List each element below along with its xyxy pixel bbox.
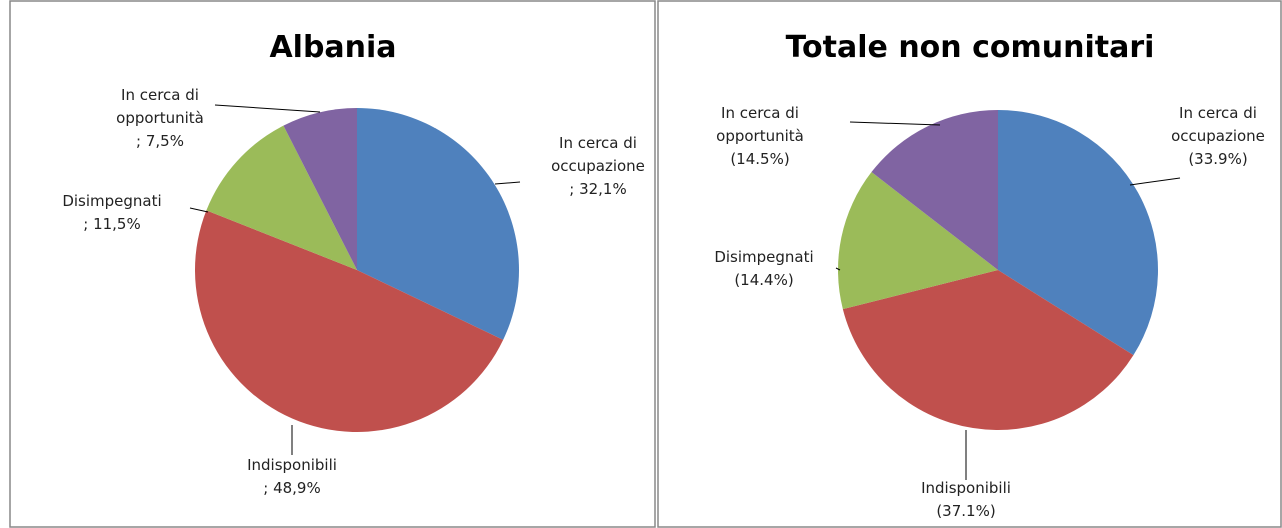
leader-line [189, 207, 209, 213]
slice-value-label: (37.1%) [936, 502, 995, 520]
slice-category-label: Indisponibili [247, 456, 337, 474]
leader-line [835, 267, 841, 271]
slice-value-label: ; 11,5% [83, 215, 140, 233]
slice-category-label: In cerca di opportunità [116, 86, 204, 127]
slice-value-label: (14.4%) [734, 271, 793, 289]
slice-category-label: Indisponibili [921, 479, 1011, 497]
leader-line [849, 121, 941, 126]
pie-slice [998, 110, 1158, 356]
slice-category-label: Disimpegnati [714, 248, 813, 266]
pie-slice [357, 108, 519, 340]
leader-line [494, 181, 521, 185]
slice-category-label: In cerca di occupazione [1171, 104, 1265, 145]
slice-value-label: ; 7,5% [136, 132, 184, 150]
slice-value-label: ; 32,1% [569, 180, 626, 198]
slice-value-label: (14.5%) [730, 150, 789, 168]
pie-slice [842, 270, 1134, 430]
slice-category-label: Disimpegnati [62, 192, 161, 210]
slice-value-label: (33.9%) [1188, 150, 1247, 168]
chart-title: Albania [269, 30, 396, 65]
pie-slice [837, 172, 998, 310]
slice-category-label: In cerca di occupazione [551, 134, 645, 175]
slice-value-label: ; 48,9% [263, 479, 320, 497]
pie-slice [871, 110, 998, 270]
pie-slice [195, 210, 504, 432]
panel-frame [9, 0, 656, 528]
pie-slice [283, 108, 357, 270]
pie-slice [206, 125, 357, 270]
leader-line [1129, 177, 1181, 186]
slice-category-label: In cerca di opportunità [716, 104, 804, 145]
leader-line [214, 104, 321, 113]
chart-title: Totale non comunitari [786, 30, 1155, 65]
panel-frame [657, 0, 1282, 528]
